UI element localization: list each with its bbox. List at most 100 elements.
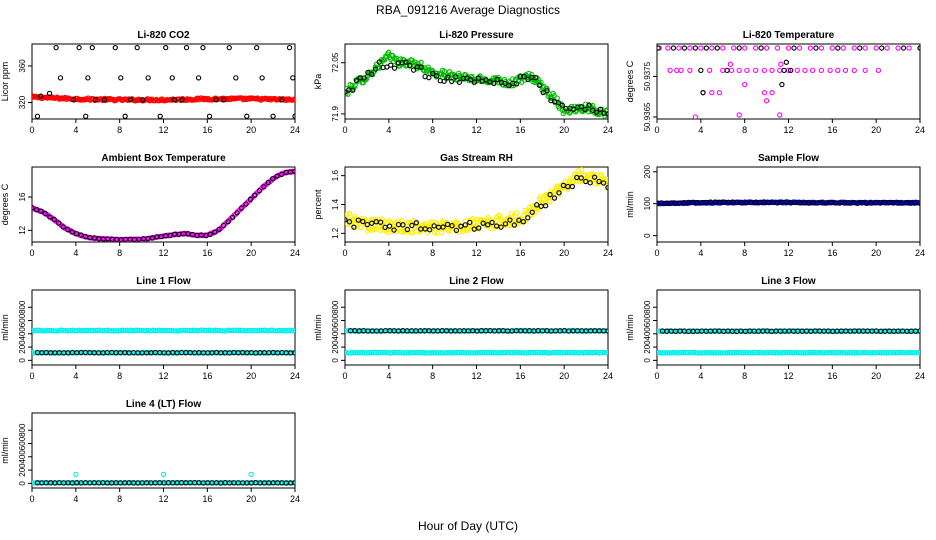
data-point (432, 350, 438, 356)
data-point (444, 221, 451, 228)
panel-4: Ambient Box Temperature degrees C 0 4 8 12 16 2… (0, 153, 300, 258)
data-point (542, 203, 549, 209)
data-point (38, 93, 44, 99)
data-point (34, 327, 40, 333)
data-points (657, 199, 920, 207)
data-point (605, 328, 608, 334)
data-point (547, 199, 553, 205)
x-tick-label: 8 (742, 371, 747, 381)
data-point (418, 64, 424, 70)
data-point (189, 480, 196, 486)
data-point (860, 349, 867, 356)
data-point (742, 45, 748, 51)
data-point (813, 350, 819, 356)
data-point (657, 349, 660, 356)
data-point (172, 328, 178, 334)
data-point (345, 212, 350, 218)
data-point (195, 75, 202, 81)
data-point (804, 350, 810, 356)
data-point (32, 349, 39, 356)
data-point (511, 349, 518, 356)
data-point (664, 350, 671, 356)
data-point (51, 216, 57, 223)
data-point (709, 45, 715, 51)
data-point (520, 219, 526, 225)
data-point (783, 349, 789, 356)
x-tick-label: 4 (73, 494, 78, 504)
data-point (390, 349, 396, 356)
data-point (355, 217, 362, 223)
x-tick-label: 20 (559, 248, 569, 258)
data-point (600, 349, 606, 356)
data-point (551, 195, 558, 201)
data-point (171, 97, 178, 103)
data-point (777, 67, 783, 73)
data-point (369, 71, 375, 77)
data-point (554, 95, 560, 101)
x-tick-label: 8 (117, 371, 122, 381)
y-tick-label: 0 (643, 358, 652, 363)
data-point (73, 471, 79, 478)
data-point (42, 210, 49, 217)
data-point (434, 350, 440, 356)
y-tick-label: 50.9375 (643, 61, 652, 90)
x-tick-label: 8 (430, 371, 435, 381)
data-point (346, 211, 353, 217)
data-point (600, 180, 607, 186)
data-point (270, 113, 276, 119)
x-tick-label: 0 (654, 371, 659, 381)
y-tick-label: 200 (643, 165, 652, 179)
data-point (676, 45, 682, 51)
data-point (391, 227, 397, 233)
data-point (386, 49, 392, 55)
data-point (535, 206, 542, 212)
data-point (793, 350, 800, 356)
data-point (189, 327, 196, 333)
data-point (489, 219, 495, 226)
data-point (41, 328, 48, 334)
x-tick-label: 4 (698, 125, 703, 135)
x-tick-label: 16 (515, 371, 525, 381)
data-point (270, 176, 276, 182)
data-point (243, 201, 249, 207)
x-tick-label: 16 (827, 371, 837, 381)
data-point (292, 327, 295, 334)
data-point (417, 228, 424, 234)
y-tick-label: 600 (331, 313, 340, 327)
x-tick-label: 12 (158, 125, 168, 135)
y-tick-label: 600 (643, 313, 652, 327)
x-tick-label: 24 (603, 371, 613, 381)
data-point (714, 45, 720, 51)
data-point (507, 217, 513, 223)
x-tick-label: 4 (73, 125, 78, 135)
data-point (502, 349, 509, 356)
data-point (452, 74, 459, 80)
y-axis-label: ml/min (625, 314, 635, 341)
data-point (700, 90, 706, 96)
y-axis-label: percent (313, 189, 323, 220)
data-point (686, 350, 692, 356)
data-point (767, 349, 773, 356)
x-tick-label: 0 (342, 371, 347, 381)
data-point (746, 350, 752, 356)
data-point (559, 102, 565, 108)
data-point (61, 328, 67, 334)
data-point (393, 349, 399, 356)
data-points (657, 328, 920, 356)
data-point (85, 75, 91, 81)
data-point (587, 180, 593, 186)
data-point (114, 328, 120, 334)
data-points (32, 45, 295, 119)
x-tick-label: 16 (515, 125, 525, 135)
data-point (381, 349, 387, 356)
panel-title: Gas Stream RH (440, 153, 513, 164)
panel-title: Li-820 Pressure (439, 30, 514, 41)
data-point (736, 67, 742, 73)
data-point (778, 61, 784, 67)
data-point (802, 67, 808, 73)
data-point (806, 350, 812, 356)
data-point (361, 75, 367, 81)
x-tick-label: 8 (430, 248, 435, 258)
data-point (207, 231, 213, 238)
data-point (351, 350, 357, 356)
